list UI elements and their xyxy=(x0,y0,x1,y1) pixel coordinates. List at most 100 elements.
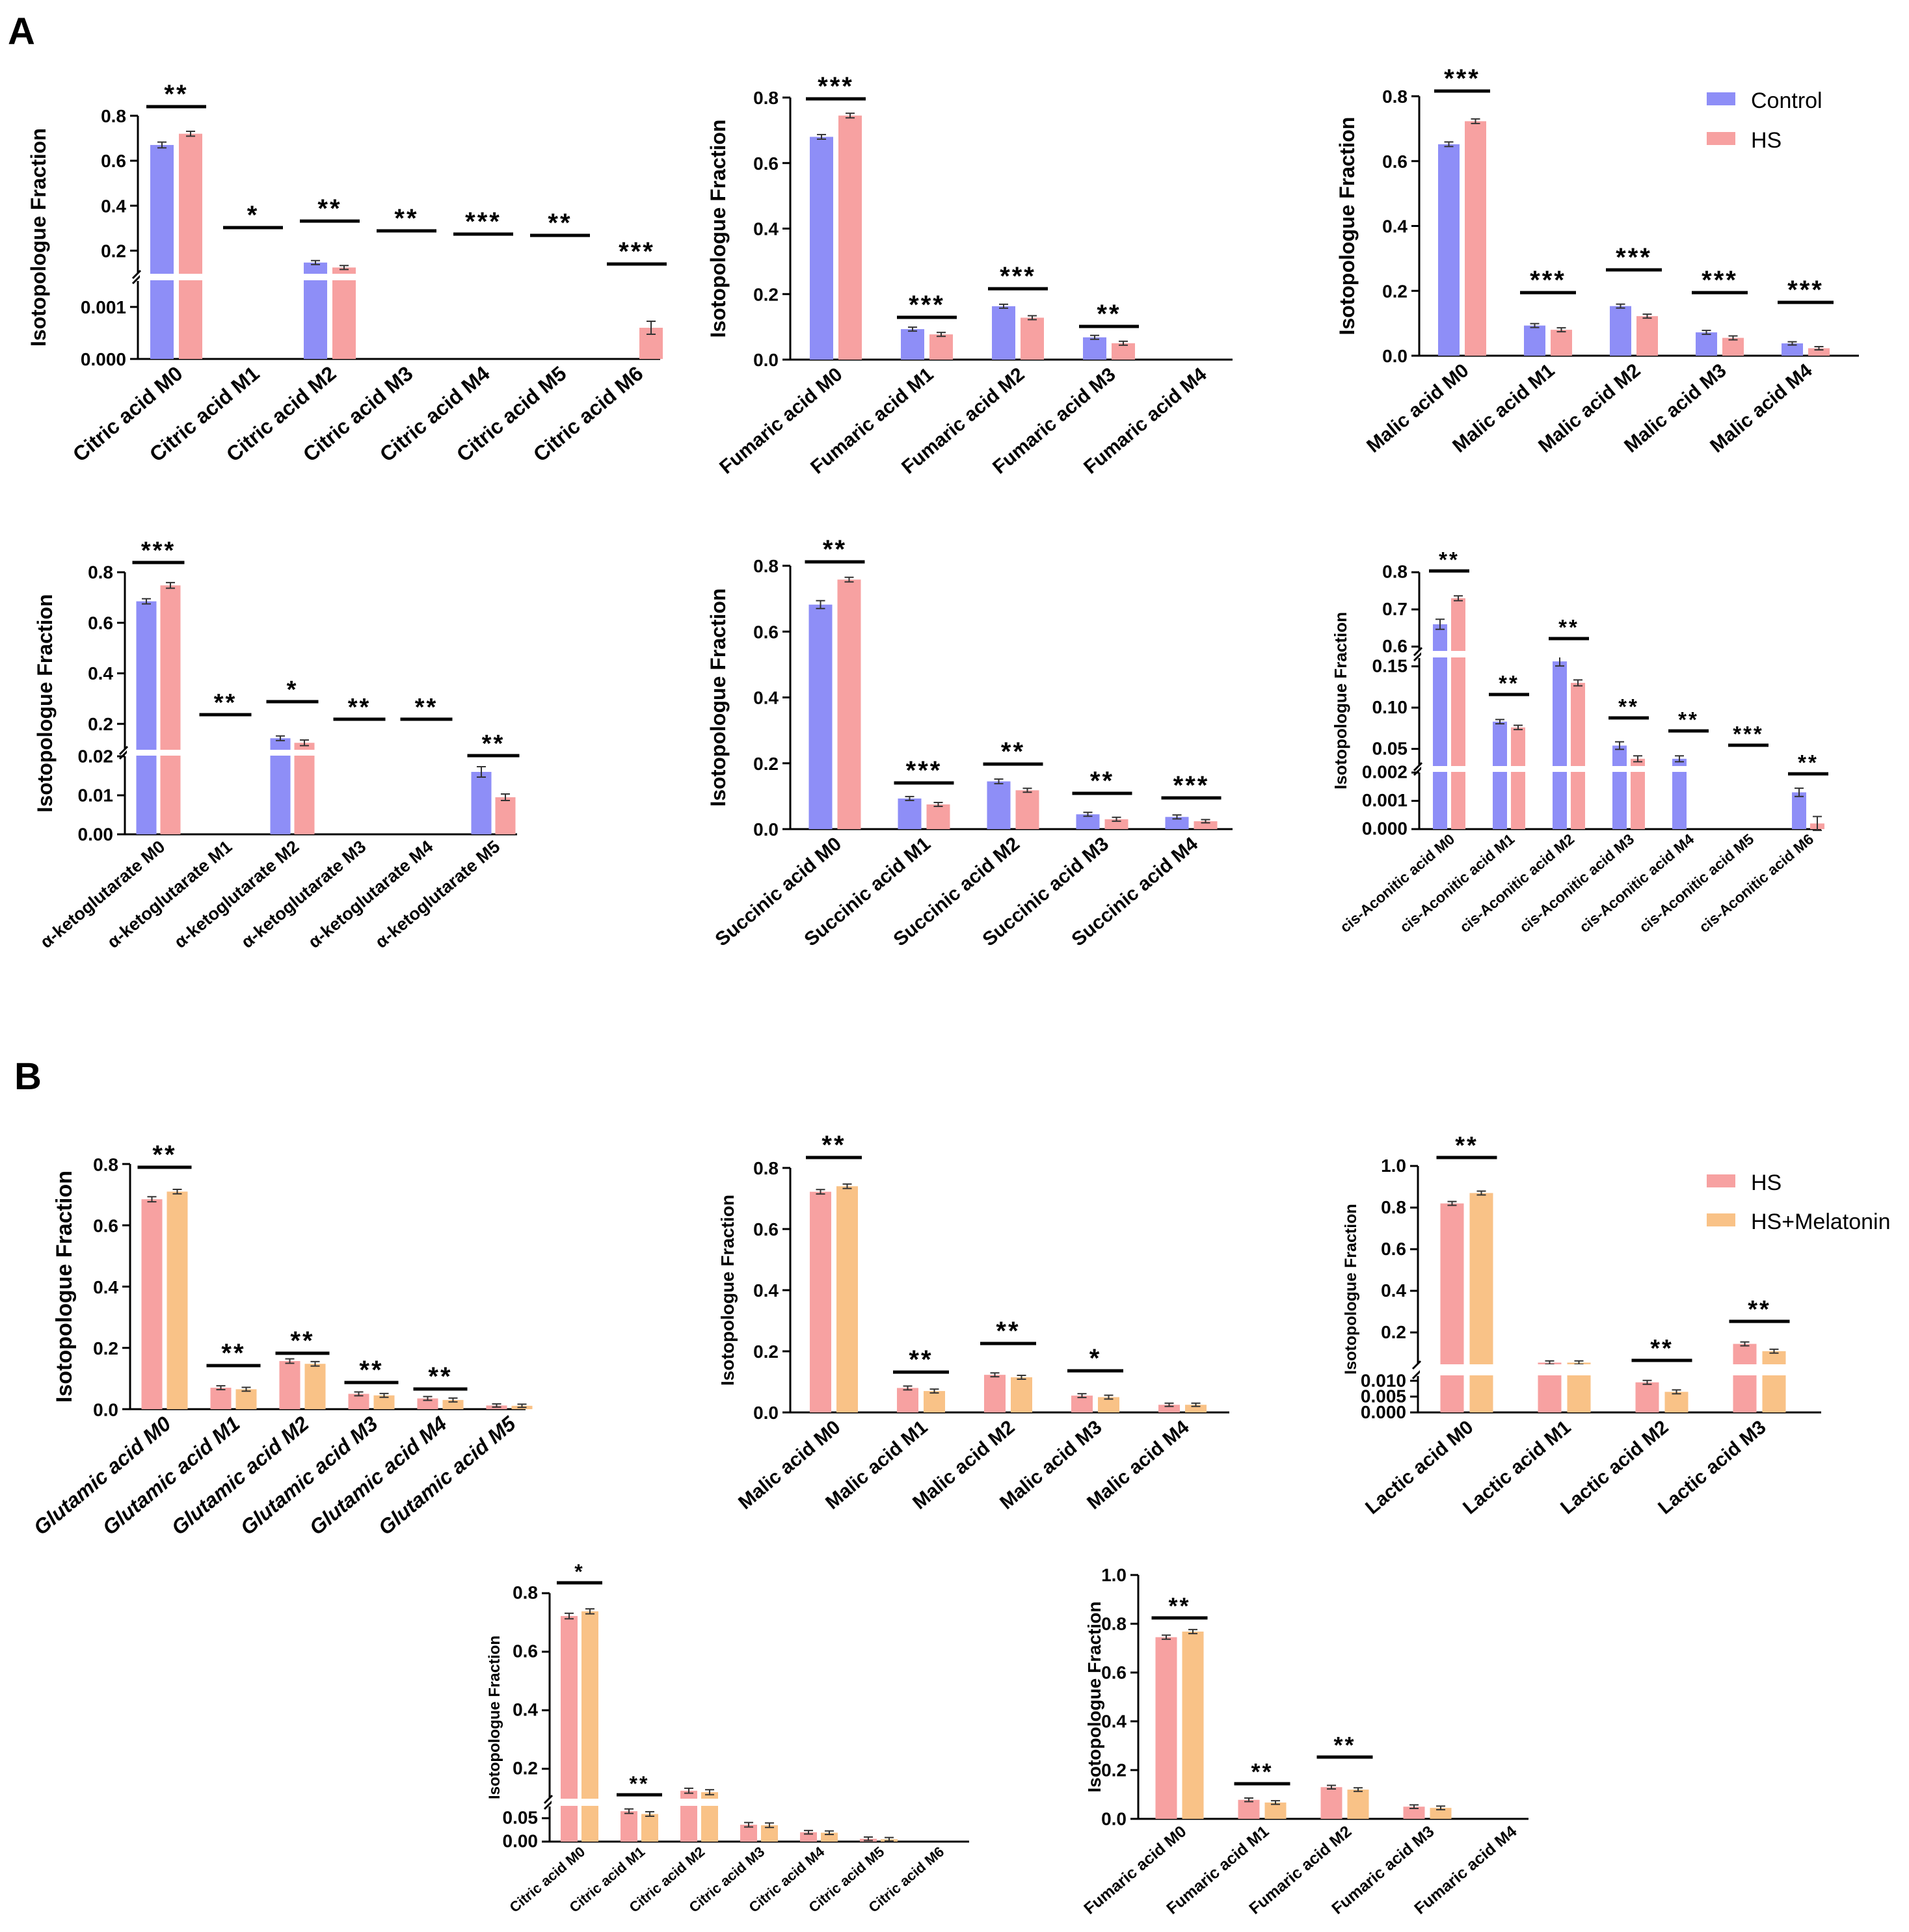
significance-stars: *** xyxy=(906,756,942,785)
bar-a-3 xyxy=(1320,1787,1342,1819)
y-tick-label: 0.010 xyxy=(1361,1370,1406,1390)
bar-b-1 xyxy=(1465,121,1486,356)
bar-b-3 xyxy=(304,1364,326,1409)
bar-b-1 xyxy=(838,115,862,360)
x-category-label: cis-Aconitic acid M4 xyxy=(1576,830,1697,936)
bar-b-3 xyxy=(332,267,356,359)
significance-stars: *** xyxy=(818,72,854,101)
y-axis-label: Isotopologue Fraction xyxy=(1342,1204,1360,1375)
axis-break-mark xyxy=(543,1800,554,1810)
bar-a-5 xyxy=(1165,817,1189,829)
axis-break-mark xyxy=(1411,1370,1422,1380)
y-tick-label: 0.4 xyxy=(753,1280,779,1301)
y-tick-label: 0.2 xyxy=(513,1758,538,1779)
significance-stars: ** xyxy=(428,1362,452,1391)
axis-break-band xyxy=(1421,651,1821,657)
significance-stars: ** xyxy=(317,194,341,223)
y-tick-label: 0.8 xyxy=(101,106,126,126)
x-category-label: cis-Aconitic acid M0 xyxy=(1337,830,1458,936)
y-tick-label: 0.2 xyxy=(1381,1322,1406,1342)
bar-a-1 xyxy=(141,1199,163,1409)
bar-a-3 xyxy=(680,1790,697,1842)
legend-label-hs: HS xyxy=(1751,128,1782,153)
y-tick-label: 0.000 xyxy=(81,349,126,369)
bar-b-5 xyxy=(1808,348,1830,356)
significance-stars: ** xyxy=(1439,548,1460,572)
bar-b-1 xyxy=(167,1191,188,1409)
chart-citric-A: Isotopologue Fraction 0.000 0.001 0.2 0.4 0.6… xyxy=(27,80,667,466)
significance-stars: ** xyxy=(290,1327,314,1355)
y-tick-label: 0.0 xyxy=(753,350,779,370)
bar-b-1 xyxy=(1451,598,1465,829)
significance-stars: *** xyxy=(141,537,176,564)
y-axis-label: Isotopologue Fraction xyxy=(52,1171,77,1403)
chart-malic-B: Isotopologue Fraction0.00.20.40.60.8****… xyxy=(717,1131,1229,1514)
bar-b-5 xyxy=(1194,821,1218,829)
significance-stars: ** xyxy=(1618,695,1639,719)
significance-stars: ** xyxy=(909,1345,933,1374)
x-category-label: α-ketoglutarate M2 xyxy=(170,837,302,952)
y-tick-label: 0.4 xyxy=(93,1277,118,1297)
chart-cisaconitic-A: Isotopologue Fraction 0.000 0.001 0.002 0.05… xyxy=(1331,548,1828,936)
bar-a-4 xyxy=(348,1394,369,1409)
y-tick-label: 0.05 xyxy=(1372,738,1408,758)
panel-letter-B: B xyxy=(14,1055,42,1098)
legend-B: HS HS+Melatonin xyxy=(1707,1171,1891,1234)
significance-stars: ** xyxy=(1558,615,1579,639)
axis-break-band xyxy=(1420,1364,1821,1375)
x-category-label: α-ketoglutarate M3 xyxy=(237,837,369,952)
y-tick-label: 0.6 xyxy=(101,151,126,171)
y-axis-label: Isotopologue Fraction xyxy=(717,1195,738,1386)
bar-a-2 xyxy=(1238,1799,1260,1819)
significance-stars: * xyxy=(574,1560,584,1583)
significance-stars: *** xyxy=(1444,64,1480,93)
y-tick-label: 0.4 xyxy=(1101,1711,1127,1731)
bar-a-1 xyxy=(150,144,174,359)
y-tick-label: 0.01 xyxy=(78,786,114,806)
chart-succinic-A: Isotopologue Fraction0.00.20.40.60.8****… xyxy=(706,535,1233,951)
significance-stars: ** xyxy=(394,204,418,233)
chart-akg-A: Isotopologue Fraction 0.00 0.01 0.02 0.2 0.4 0… xyxy=(33,537,520,952)
bar-b-2 xyxy=(924,1391,945,1412)
significance-stars: * xyxy=(287,676,299,704)
legend-swatch-control xyxy=(1707,92,1735,105)
bar-a-2 xyxy=(897,1388,918,1412)
bar-b-4 xyxy=(1722,337,1744,356)
y-axis-label: Isotopologue Fraction xyxy=(1331,612,1350,789)
y-tick-label: 0.8 xyxy=(93,1154,118,1174)
bar-a-7 xyxy=(1792,792,1806,829)
y-tick-label: 0.0 xyxy=(753,1403,779,1423)
y-tick-label: 0.8 xyxy=(88,562,113,583)
y-axis-label: Isotopologue Fraction xyxy=(706,589,730,807)
significance-stars: *** xyxy=(619,237,655,266)
significance-stars: *** xyxy=(1787,276,1824,304)
bar-a-5 xyxy=(1158,1405,1180,1412)
axis-break-mark xyxy=(1413,761,1423,772)
significance-stars: ** xyxy=(164,80,188,109)
bar-b-3 xyxy=(1664,1392,1689,1412)
bar-b-2 xyxy=(235,1389,257,1409)
y-tick-label: 0.2 xyxy=(93,1338,118,1358)
significance-stars: ** xyxy=(821,1131,846,1159)
y-tick-label: 0.2 xyxy=(753,1342,779,1362)
y-tick-label: 0.05 xyxy=(503,1808,539,1828)
bar-a-3 xyxy=(992,306,1015,360)
significance-stars: ** xyxy=(1748,1296,1771,1323)
bar-b-1 xyxy=(837,579,861,829)
legend-A: Control HS xyxy=(1707,88,1822,153)
legend-label-control: Control xyxy=(1751,88,1822,113)
bar-b-3 xyxy=(294,743,315,834)
bar-b-3 xyxy=(1636,316,1658,356)
axis-break-mark xyxy=(131,269,142,280)
bar-b-4 xyxy=(1104,819,1128,829)
x-category-label: cis-Aconitic acid M3 xyxy=(1516,830,1637,936)
chart-citric-B: Isotopologue Fraction 0.00 0.05 0.2 0.4 0.6 0.… xyxy=(486,1560,970,1916)
bar-a-3 xyxy=(1635,1382,1659,1412)
significance-stars: * xyxy=(247,201,260,230)
bar-a-4 xyxy=(1403,1806,1425,1819)
y-tick-label: 0.2 xyxy=(101,241,126,261)
bar-a-1 xyxy=(136,601,157,834)
bar-b-2 xyxy=(926,804,950,829)
bar-a-1 xyxy=(1433,624,1447,829)
x-category-label: α-ketoglutarate M4 xyxy=(304,837,436,952)
